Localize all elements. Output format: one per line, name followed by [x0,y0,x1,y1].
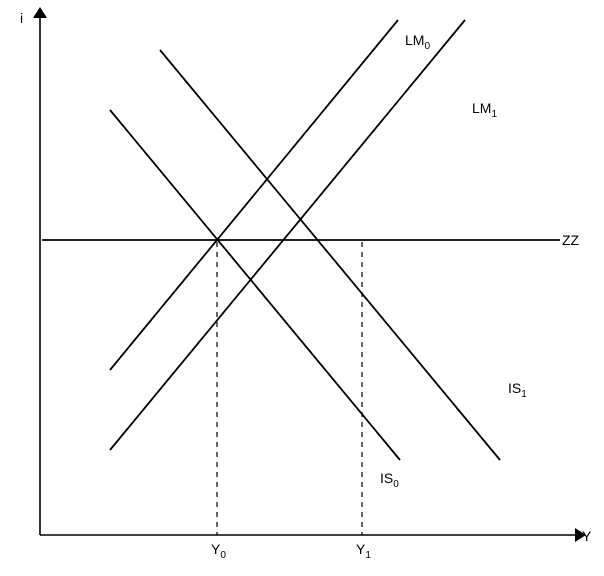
y-axis-label: i [20,10,23,26]
is-lm-diagram: i Y LM0 LM1 IS0 IS1 ZZ Y0 Y1 [0,0,604,576]
zz-label: ZZ [562,232,579,248]
diagram-svg [0,0,604,576]
is1-label: IS1 [508,380,527,396]
is0-label: IS0 [380,470,399,486]
lm1-label: LM1 [472,100,497,116]
x-axis-label: Y [582,528,591,544]
y0-tick-label: Y0 [211,541,226,557]
lm0-label: LM0 [405,32,430,48]
y1-tick-label: Y1 [356,541,371,557]
